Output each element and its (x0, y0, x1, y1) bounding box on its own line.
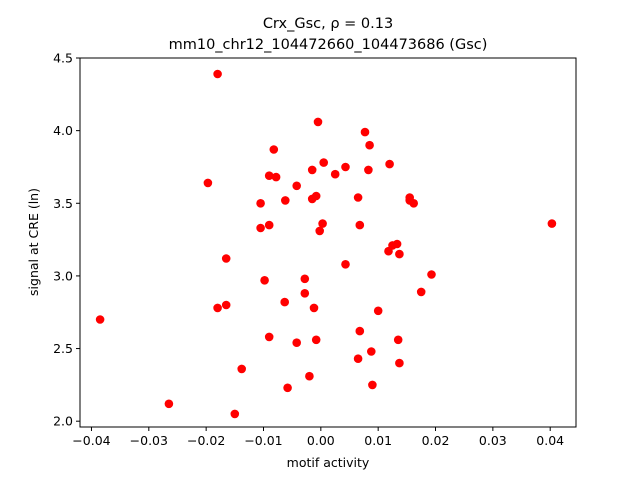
data-point-17 (281, 196, 290, 205)
y-tick-label: 4.5 (53, 51, 73, 66)
data-point-40 (353, 354, 363, 364)
data-point-37 (353, 193, 363, 202)
x-tick-label: 0.02 (422, 433, 450, 448)
x-tick-label: −0.01 (244, 433, 282, 448)
data-point-43 (364, 165, 373, 175)
data-point-10 (256, 223, 265, 233)
data-point-56 (409, 199, 419, 208)
y-tick-label: 3.5 (53, 196, 73, 211)
y-tick-label: 2.5 (53, 341, 73, 356)
data-point-4 (213, 303, 222, 313)
data-point-16 (271, 172, 281, 182)
data-point-6 (221, 300, 231, 310)
data-point-13 (264, 220, 274, 230)
y-tick-label: 2.0 (53, 414, 73, 429)
data-point-28 (311, 191, 321, 201)
data-point-51 (395, 249, 404, 259)
x-axis-label: motif activity (287, 455, 370, 470)
data-point-22 (300, 274, 310, 284)
data-point-33 (319, 158, 329, 167)
data-point-39 (355, 326, 365, 336)
data-point-34 (330, 169, 340, 179)
data-point-41 (360, 127, 370, 137)
data-point-27 (309, 303, 319, 313)
data-point-1 (164, 399, 174, 409)
x-tick-label: 0.03 (479, 433, 507, 448)
data-point-24 (305, 371, 314, 381)
data-point-46 (373, 306, 383, 316)
x-tick-label: 0.01 (364, 433, 392, 448)
data-point-59 (547, 219, 557, 228)
data-point-50 (392, 239, 402, 249)
data-point-9 (256, 199, 265, 208)
data-point-5 (221, 254, 231, 263)
data-point-42 (365, 140, 374, 150)
y-axis-label: signal at CRE (ln) (26, 188, 41, 296)
y-tick-label: 4.0 (53, 123, 73, 138)
data-point-11 (260, 276, 269, 285)
y-tick-label: 3.0 (53, 268, 73, 283)
x-tick-label: −0.02 (187, 433, 225, 448)
plot-area-frame (79, 57, 577, 428)
data-point-53 (395, 358, 404, 368)
data-point-44 (367, 347, 376, 356)
data-point-18 (280, 297, 290, 307)
data-point-25 (307, 165, 317, 175)
data-point-47 (385, 159, 394, 169)
data-point-3 (213, 69, 222, 79)
data-point-15 (269, 145, 279, 154)
x-axis-ticks: −0.04 −0.03 −0.02 −0.01 0.00 0.01 0.02 0.03 0.04 (72, 427, 564, 448)
data-point-8 (237, 364, 246, 374)
data-point-23 (300, 289, 310, 298)
data-point-0 (95, 315, 105, 324)
data-point-7 (230, 409, 240, 419)
x-tick-label: −0.04 (72, 433, 110, 448)
data-point-57 (416, 287, 426, 297)
chart-title: Crx_Gsc, ρ = 0.13 (263, 16, 393, 32)
data-point-21 (292, 338, 302, 348)
data-point-19 (283, 383, 292, 393)
data-point-58 (427, 270, 436, 279)
data-point-35 (341, 162, 350, 172)
data-point-2 (203, 178, 213, 188)
data-point-32 (318, 219, 327, 228)
data-point-30 (313, 117, 323, 127)
data-points (95, 69, 557, 419)
data-point-29 (311, 335, 321, 345)
chart-subtitle: mm10_chr12_104472660_104473686 (Gsc) (169, 37, 488, 53)
x-tick-label: 0.00 (307, 433, 335, 448)
x-tick-label: 0.04 (536, 433, 564, 448)
data-point-12 (264, 171, 274, 180)
y-axis-ticks: 2.0 2.5 3.0 3.5 4.0 4.5 (53, 51, 80, 429)
data-point-20 (292, 181, 302, 191)
data-point-38 (355, 220, 365, 230)
data-point-36 (341, 260, 350, 269)
x-tick-label: −0.03 (130, 433, 168, 448)
data-point-14 (264, 332, 274, 342)
data-point-31 (315, 226, 325, 236)
data-point-45 (368, 380, 377, 390)
data-point-52 (393, 335, 403, 345)
